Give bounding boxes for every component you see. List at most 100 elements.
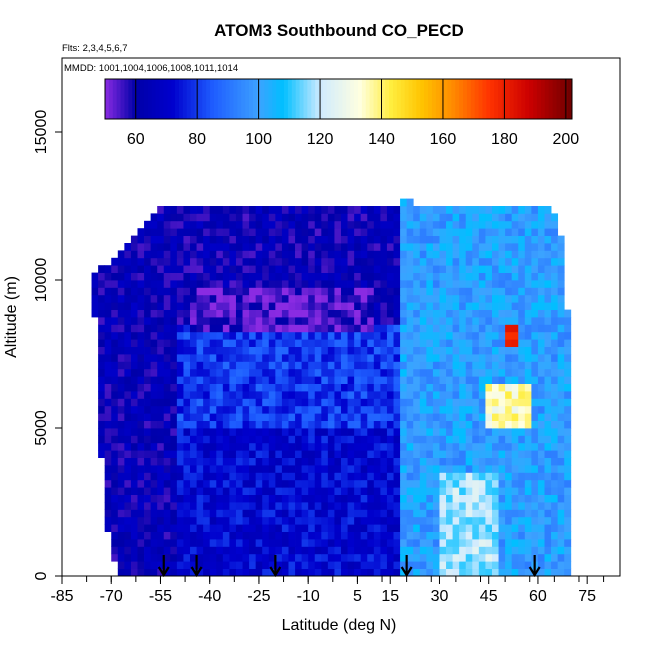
heatmap-cell bbox=[255, 531, 263, 540]
heatmap-cell bbox=[341, 494, 348, 503]
heatmap-cell bbox=[498, 383, 506, 392]
heatmap-cell bbox=[531, 465, 539, 473]
heatmap-cell bbox=[485, 479, 493, 488]
colorbar-segment bbox=[408, 79, 413, 119]
heatmap-cell bbox=[196, 250, 204, 259]
heatmap-cell bbox=[262, 502, 270, 510]
heatmap-cell bbox=[544, 546, 552, 555]
heatmap-cell bbox=[491, 546, 499, 555]
heatmap-cell bbox=[288, 317, 296, 325]
heatmap-cell bbox=[275, 287, 283, 296]
heatmap-cell bbox=[485, 206, 493, 214]
heatmap-cell bbox=[98, 398, 106, 407]
heatmap-cell bbox=[295, 442, 303, 451]
heatmap-cell bbox=[327, 302, 335, 310]
heatmap-cell bbox=[406, 457, 414, 466]
heatmap-cell bbox=[446, 553, 453, 562]
heatmap-cell bbox=[190, 546, 197, 555]
heatmap-cell bbox=[222, 280, 230, 288]
heatmap-cell bbox=[229, 361, 237, 370]
heatmap-cell bbox=[531, 368, 539, 377]
heatmap-cell bbox=[295, 457, 303, 466]
heatmap-cell bbox=[459, 487, 467, 495]
colorbar-segment bbox=[182, 79, 188, 119]
heatmap-cell bbox=[360, 361, 368, 370]
heatmap-cell bbox=[459, 531, 467, 540]
heatmap-cell bbox=[209, 472, 217, 481]
heatmap-cell bbox=[176, 435, 184, 444]
heatmap-cell bbox=[321, 257, 329, 266]
heatmap-cell bbox=[308, 472, 316, 481]
heatmap-cell bbox=[439, 346, 447, 355]
heatmap-cell bbox=[354, 502, 362, 510]
heatmap-cell bbox=[564, 368, 572, 377]
heatmap-cell bbox=[137, 420, 145, 429]
colorbar-segment bbox=[311, 79, 316, 119]
heatmap-cell bbox=[393, 539, 401, 547]
heatmap-cell bbox=[308, 331, 316, 340]
heatmap-cell bbox=[446, 235, 453, 244]
heatmap-cell bbox=[229, 228, 237, 236]
heatmap-cell bbox=[268, 257, 276, 266]
heatmap-cell bbox=[334, 302, 342, 310]
heatmap-cell bbox=[551, 354, 559, 362]
heatmap-cell bbox=[406, 442, 414, 451]
heatmap-cell bbox=[327, 391, 335, 399]
heatmap-cell bbox=[314, 220, 322, 229]
heatmap-cell bbox=[557, 354, 565, 362]
heatmap-cell bbox=[426, 235, 434, 244]
heatmap-cell bbox=[360, 546, 368, 555]
heatmap-cell bbox=[196, 435, 204, 444]
heatmap-cell bbox=[485, 228, 493, 236]
heatmap-cell bbox=[380, 442, 388, 451]
heatmap-cell bbox=[275, 502, 283, 510]
heatmap-cell bbox=[235, 472, 243, 481]
heatmap-cell bbox=[485, 487, 493, 495]
heatmap-cell bbox=[491, 317, 499, 325]
heatmap-cell bbox=[262, 413, 270, 421]
heatmap-cell bbox=[564, 487, 572, 495]
heatmap-cell bbox=[341, 442, 348, 451]
heatmap-cell bbox=[190, 539, 197, 547]
heatmap-cell bbox=[524, 546, 532, 555]
x-tick-label: 30 bbox=[431, 588, 449, 605]
heatmap-cell bbox=[196, 531, 204, 540]
heatmap-cell bbox=[255, 354, 263, 362]
heatmap-cell bbox=[183, 531, 191, 540]
heatmap-cell bbox=[478, 317, 486, 325]
heatmap-cell bbox=[281, 339, 289, 347]
heatmap-cell bbox=[531, 531, 539, 540]
heatmap-cell bbox=[386, 250, 394, 259]
heatmap-cell bbox=[104, 287, 112, 296]
heatmap-cell bbox=[295, 331, 303, 340]
heatmap-cell bbox=[511, 457, 519, 466]
heatmap-cell bbox=[360, 339, 368, 347]
heatmap-cell bbox=[511, 213, 519, 222]
heatmap-cell bbox=[190, 243, 197, 251]
heatmap-cell bbox=[203, 472, 211, 481]
heatmap-cell bbox=[511, 339, 519, 347]
heatmap-cell bbox=[413, 346, 421, 355]
heatmap-cell bbox=[524, 516, 532, 525]
heatmap-cell bbox=[222, 228, 230, 236]
heatmap-cell bbox=[373, 442, 381, 451]
heatmap-cell bbox=[413, 524, 421, 532]
heatmap-cell bbox=[275, 331, 283, 340]
heatmap-cell bbox=[150, 516, 158, 525]
heatmap-cell bbox=[98, 354, 106, 362]
heatmap-cell bbox=[380, 257, 388, 266]
colorbar-segment bbox=[533, 79, 538, 119]
heatmap-cell bbox=[275, 391, 283, 399]
heatmap-cell bbox=[327, 428, 335, 436]
heatmap-cell bbox=[446, 220, 453, 229]
heatmap-cell bbox=[354, 539, 362, 547]
heatmap-cell bbox=[196, 228, 204, 236]
heatmap-cell bbox=[432, 465, 440, 473]
heatmap-cell bbox=[222, 294, 230, 303]
heatmap-cell bbox=[262, 428, 270, 436]
heatmap-cell bbox=[170, 479, 178, 488]
heatmap-cell bbox=[491, 442, 499, 451]
heatmap-cell bbox=[439, 561, 447, 569]
heatmap-cell bbox=[157, 502, 165, 510]
colorbar-segment bbox=[447, 79, 452, 119]
